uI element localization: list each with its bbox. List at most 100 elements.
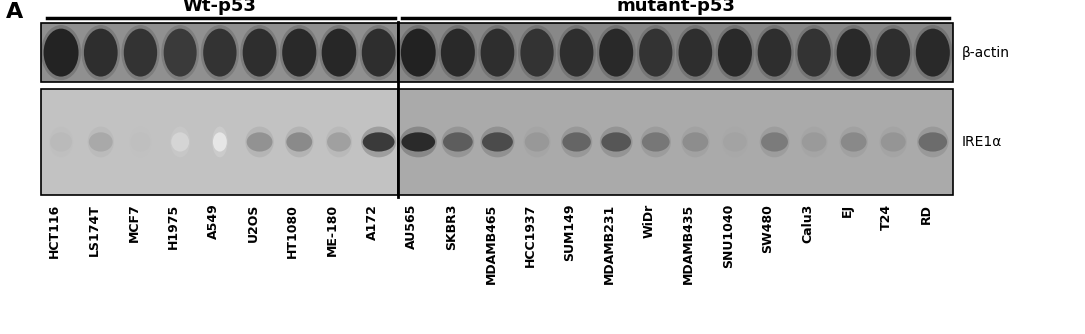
Ellipse shape [637,25,675,80]
Ellipse shape [50,132,72,152]
Ellipse shape [797,29,831,76]
Text: LS174T: LS174T [88,204,101,256]
Text: HT1080: HT1080 [286,204,299,258]
Ellipse shape [88,127,114,157]
Ellipse shape [243,29,277,76]
Ellipse shape [441,29,475,76]
Ellipse shape [213,127,228,157]
Ellipse shape [722,127,748,157]
Ellipse shape [599,29,634,76]
Ellipse shape [201,25,239,80]
Text: IRE1α: IRE1α [961,135,1001,149]
Ellipse shape [124,29,157,76]
Ellipse shape [562,132,591,152]
Ellipse shape [558,25,596,80]
Ellipse shape [321,29,356,76]
Text: SW480: SW480 [762,204,775,253]
Text: SNU1040: SNU1040 [722,204,735,268]
Ellipse shape [518,25,557,80]
Ellipse shape [914,25,953,80]
Text: SKBR3: SKBR3 [445,204,458,250]
Ellipse shape [639,29,673,76]
Ellipse shape [755,25,794,80]
Ellipse shape [678,29,712,76]
Ellipse shape [400,29,436,76]
Ellipse shape [130,132,151,152]
Ellipse shape [560,29,593,76]
Ellipse shape [240,25,279,80]
Ellipse shape [443,132,473,152]
Ellipse shape [681,127,710,157]
Ellipse shape [286,132,312,152]
Ellipse shape [245,127,273,157]
Ellipse shape [327,132,350,152]
Ellipse shape [757,29,791,76]
Text: SUM149: SUM149 [563,204,576,261]
Text: mutant-p53: mutant-p53 [616,0,735,15]
Ellipse shape [834,25,873,80]
Ellipse shape [49,127,73,157]
Ellipse shape [170,127,190,157]
Text: U2OS: U2OS [246,204,259,242]
Ellipse shape [361,29,396,76]
Ellipse shape [880,127,907,157]
Text: A549: A549 [207,204,220,239]
Ellipse shape [122,25,159,80]
Ellipse shape [319,25,359,80]
Ellipse shape [802,132,827,152]
Ellipse shape [718,29,752,76]
Ellipse shape [521,29,553,76]
Ellipse shape [919,132,947,152]
Ellipse shape [482,132,513,152]
Text: A172: A172 [366,204,379,239]
Ellipse shape [481,29,514,76]
Ellipse shape [162,25,200,80]
Ellipse shape [840,127,868,157]
Ellipse shape [597,25,636,80]
Ellipse shape [398,25,438,80]
Ellipse shape [280,25,319,80]
Ellipse shape [795,25,833,80]
Ellipse shape [600,127,633,157]
Text: Wt-p53: Wt-p53 [183,0,257,15]
Ellipse shape [171,132,189,152]
Bar [41,89,398,195]
Ellipse shape [640,127,671,157]
Ellipse shape [837,29,870,76]
Ellipse shape [213,132,227,152]
Ellipse shape [89,132,113,152]
Text: MCF7: MCF7 [127,204,140,242]
Text: H1975: H1975 [167,204,180,249]
Text: MDAMB435: MDAMB435 [682,204,695,284]
Ellipse shape [881,132,906,152]
Ellipse shape [760,127,789,157]
Text: T24: T24 [880,204,893,230]
Ellipse shape [362,132,395,152]
Ellipse shape [715,25,754,80]
Ellipse shape [359,25,398,80]
Text: AU565: AU565 [406,204,419,249]
Ellipse shape [399,127,437,157]
Ellipse shape [282,29,317,76]
Ellipse shape [877,29,910,76]
Text: EJ: EJ [841,204,854,217]
Ellipse shape [401,132,435,152]
Ellipse shape [917,127,948,157]
Text: MDAMB465: MDAMB465 [484,204,497,284]
Text: RD: RD [920,204,933,224]
Ellipse shape [438,25,477,80]
Text: HCT116: HCT116 [48,204,61,258]
Bar [398,89,953,195]
Text: A: A [5,2,23,22]
Ellipse shape [285,127,314,157]
Ellipse shape [676,25,715,80]
Bar [41,23,398,82]
Ellipse shape [561,127,592,157]
Ellipse shape [642,132,669,152]
Ellipse shape [84,29,117,76]
Ellipse shape [723,132,746,152]
Ellipse shape [761,132,788,152]
Text: WiDr: WiDr [642,204,655,238]
Ellipse shape [203,29,237,76]
Text: Calu3: Calu3 [801,204,814,243]
